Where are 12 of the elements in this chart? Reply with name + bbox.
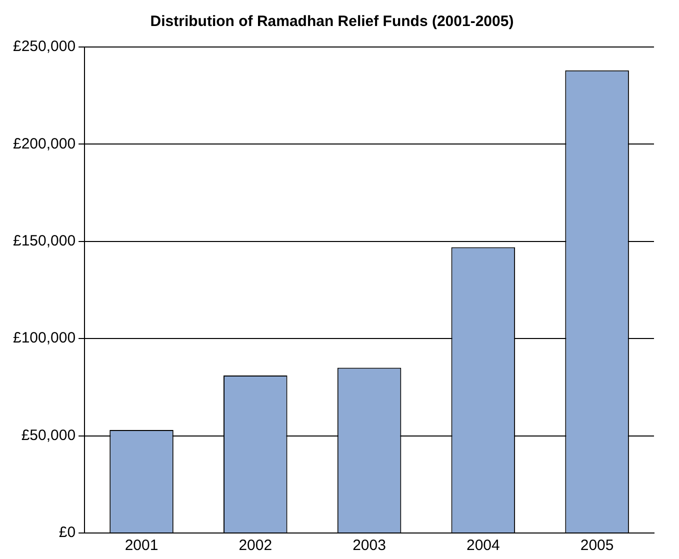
x-tick-label: 2001 [124, 537, 158, 554]
x-tick-label: 2003 [352, 537, 386, 554]
y-tick-label: £200,000 [12, 135, 76, 152]
y-tick-label: £50,000 [21, 426, 76, 444]
chart-title: Distribution of Ramadhan Relief Funds (2001-2005) [150, 13, 514, 30]
y-tick-label: £250,000 [12, 38, 76, 56]
x-tick-label: 2002 [238, 537, 272, 554]
y-tick-label: £150,000 [12, 232, 76, 250]
y-tick-label: £0 [58, 524, 76, 542]
x-tick-label: 2004 [466, 537, 500, 554]
x-tick-label: 2005 [580, 537, 614, 554]
y-tick-label: £100,000 [12, 330, 76, 347]
